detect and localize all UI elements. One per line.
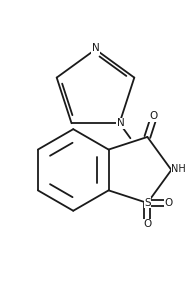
Text: NH: NH [171,164,186,174]
Text: O: O [149,111,157,121]
Text: N: N [92,43,99,54]
Text: S: S [144,198,151,208]
Text: N: N [117,118,124,128]
Text: O: O [165,198,173,208]
Text: O: O [143,219,151,230]
